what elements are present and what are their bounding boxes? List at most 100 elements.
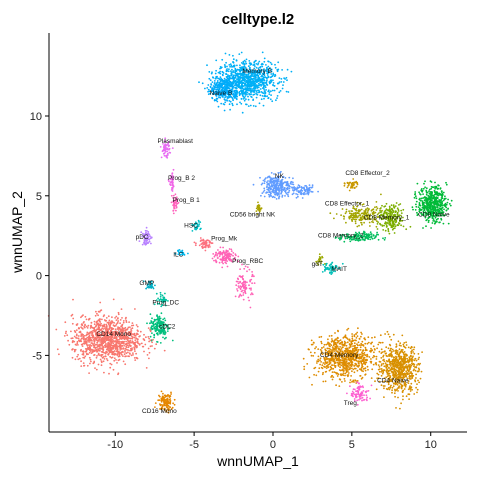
data-point xyxy=(440,187,442,189)
data-point xyxy=(415,195,417,197)
data-point xyxy=(436,219,438,221)
data-point xyxy=(238,82,240,84)
data-point xyxy=(290,183,292,185)
data-point xyxy=(229,254,231,256)
data-point xyxy=(377,228,379,230)
data-point xyxy=(110,342,112,344)
data-point xyxy=(112,345,114,347)
data-point xyxy=(375,235,377,237)
data-point xyxy=(217,257,219,259)
data-point xyxy=(377,208,379,210)
data-point xyxy=(250,96,252,98)
data-point xyxy=(245,95,247,97)
data-point xyxy=(376,201,378,203)
data-point xyxy=(329,265,331,267)
data-point xyxy=(123,320,125,322)
data-point xyxy=(154,348,156,350)
data-point xyxy=(380,194,382,196)
data-point xyxy=(119,328,121,330)
data-point xyxy=(240,89,242,91)
data-point xyxy=(81,335,83,337)
data-point xyxy=(81,323,83,325)
data-point xyxy=(160,292,162,294)
data-point xyxy=(169,395,171,397)
data-point xyxy=(247,96,249,98)
data-point xyxy=(215,70,217,72)
data-point xyxy=(243,292,245,294)
data-point xyxy=(109,352,111,354)
data-point xyxy=(255,63,257,65)
data-point xyxy=(246,281,248,283)
data-point xyxy=(244,290,246,292)
data-point xyxy=(214,86,216,88)
data-point xyxy=(85,348,87,350)
data-point xyxy=(223,83,225,85)
data-point xyxy=(430,188,432,190)
data-point xyxy=(115,348,117,350)
data-point xyxy=(442,204,444,206)
data-point xyxy=(279,195,281,197)
data-point xyxy=(306,188,308,190)
data-point xyxy=(230,82,232,84)
data-point xyxy=(355,239,357,241)
data-point xyxy=(235,284,237,286)
data-point xyxy=(359,214,361,216)
data-point xyxy=(425,190,427,192)
data-point xyxy=(364,235,366,237)
data-point xyxy=(244,100,246,102)
data-point xyxy=(118,313,120,315)
data-point xyxy=(167,154,169,156)
data-point xyxy=(384,239,386,241)
data-point xyxy=(318,371,320,373)
data-point xyxy=(262,95,264,97)
data-point xyxy=(234,90,236,92)
data-point xyxy=(141,343,143,345)
data-point xyxy=(287,195,289,197)
data-point xyxy=(161,157,163,159)
data-point xyxy=(77,341,79,343)
data-point xyxy=(86,319,88,321)
data-point xyxy=(106,328,108,330)
data-point xyxy=(276,88,278,90)
data-point xyxy=(250,287,252,289)
data-point xyxy=(447,208,449,210)
data-point xyxy=(119,341,121,343)
data-point xyxy=(123,328,125,330)
data-point xyxy=(276,97,278,99)
data-point xyxy=(258,209,260,211)
data-point xyxy=(424,186,426,188)
data-point xyxy=(230,101,232,103)
data-point xyxy=(125,318,127,320)
data-point xyxy=(270,98,272,100)
data-point xyxy=(449,203,451,205)
data-point xyxy=(119,359,121,361)
data-point xyxy=(238,86,240,88)
data-point xyxy=(253,184,255,186)
data-point xyxy=(107,353,109,355)
data-point xyxy=(157,319,159,321)
data-point xyxy=(160,294,162,296)
data-point xyxy=(248,65,250,67)
data-point xyxy=(105,320,107,322)
data-point xyxy=(228,70,230,72)
data-point xyxy=(288,177,290,179)
data-point xyxy=(215,87,217,89)
data-point xyxy=(105,343,107,345)
data-point xyxy=(268,184,270,186)
cluster-points-cd8-effector-1 xyxy=(329,194,390,228)
data-point xyxy=(349,190,351,192)
data-point xyxy=(90,361,92,363)
data-point xyxy=(247,76,249,78)
data-point xyxy=(235,296,237,298)
data-point xyxy=(168,152,170,154)
data-point xyxy=(250,105,252,107)
data-point xyxy=(167,148,169,150)
data-point xyxy=(426,187,428,189)
data-point xyxy=(198,220,200,222)
data-point xyxy=(99,344,101,346)
data-point xyxy=(296,197,298,199)
data-point xyxy=(104,339,106,341)
data-point xyxy=(253,275,255,277)
data-point xyxy=(422,208,424,210)
data-point xyxy=(371,235,373,237)
